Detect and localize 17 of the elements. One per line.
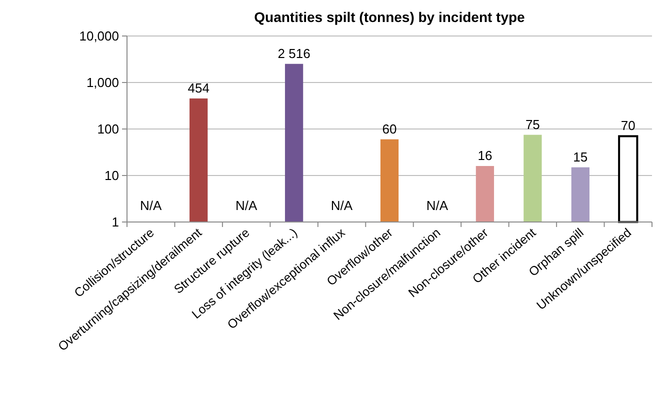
data-label: 60 — [382, 121, 397, 136]
data-label: 15 — [573, 149, 588, 164]
y-tick-label: 100 — [97, 122, 119, 137]
data-label: 454 — [188, 80, 210, 96]
text: N/A — [330, 198, 353, 213]
text: N/A — [426, 198, 448, 213]
y-tick-label: 10 — [104, 168, 119, 184]
data-label: 70 — [620, 118, 636, 134]
text: N/A — [235, 198, 258, 213]
y-tick-label: 1 — [112, 214, 119, 230]
y-tick-label: 10,000 — [79, 28, 119, 44]
data-label: 16 — [478, 148, 492, 164]
text: N/A — [140, 198, 162, 213]
data-label: 2 516 — [278, 46, 310, 61]
chart-title: Quantities spilt (tonnes) by incident type — [254, 9, 526, 25]
y-tick-label: 1,000 — [86, 75, 119, 90]
data-label: 75 — [525, 116, 540, 132]
